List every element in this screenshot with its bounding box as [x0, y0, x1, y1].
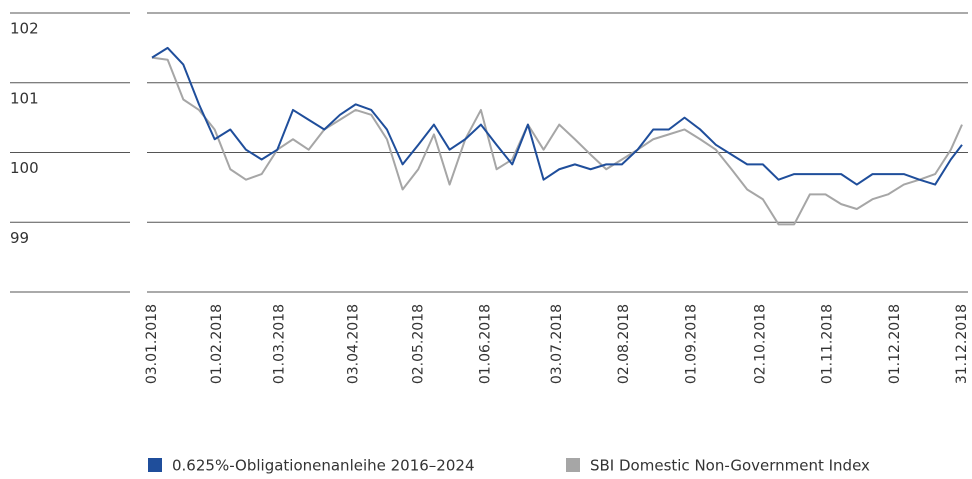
x-tick-label: 03.04.2018 — [345, 304, 361, 384]
x-tick-label: 02.10.2018 — [753, 304, 769, 384]
y-tick-label: 100 — [10, 159, 39, 177]
x-tick-label: 31.12.2018 — [954, 304, 970, 384]
y-tick-label: 102 — [10, 20, 39, 38]
legend-label: 0.625%-Obligationenanleihe 2016–2024 — [172, 457, 474, 475]
x-tick-label: 01.11.2018 — [820, 304, 836, 384]
x-tick-label: 01.06.2018 — [477, 304, 493, 384]
x-tick-label: 01.09.2018 — [683, 304, 699, 384]
y-tick-label: 101 — [10, 89, 39, 107]
x-tick-label: 01.03.2018 — [272, 304, 288, 384]
legend-swatch — [148, 458, 162, 472]
x-tick-label: 02.08.2018 — [616, 304, 632, 384]
x-tick-label: 03.07.2018 — [549, 304, 565, 384]
series-line — [151, 56, 963, 226]
x-tick-label: 01.02.2018 — [209, 304, 225, 384]
legend-swatch — [566, 458, 580, 472]
legend-label: SBI Domestic Non-Government Index — [590, 457, 870, 475]
series-line — [151, 46, 963, 186]
x-tick-label: 03.01.2018 — [144, 304, 160, 384]
y-tick-label: 99 — [10, 229, 29, 247]
x-tick-label: 02.05.2018 — [410, 304, 426, 384]
x-tick-label: 01.12.2018 — [887, 304, 903, 384]
